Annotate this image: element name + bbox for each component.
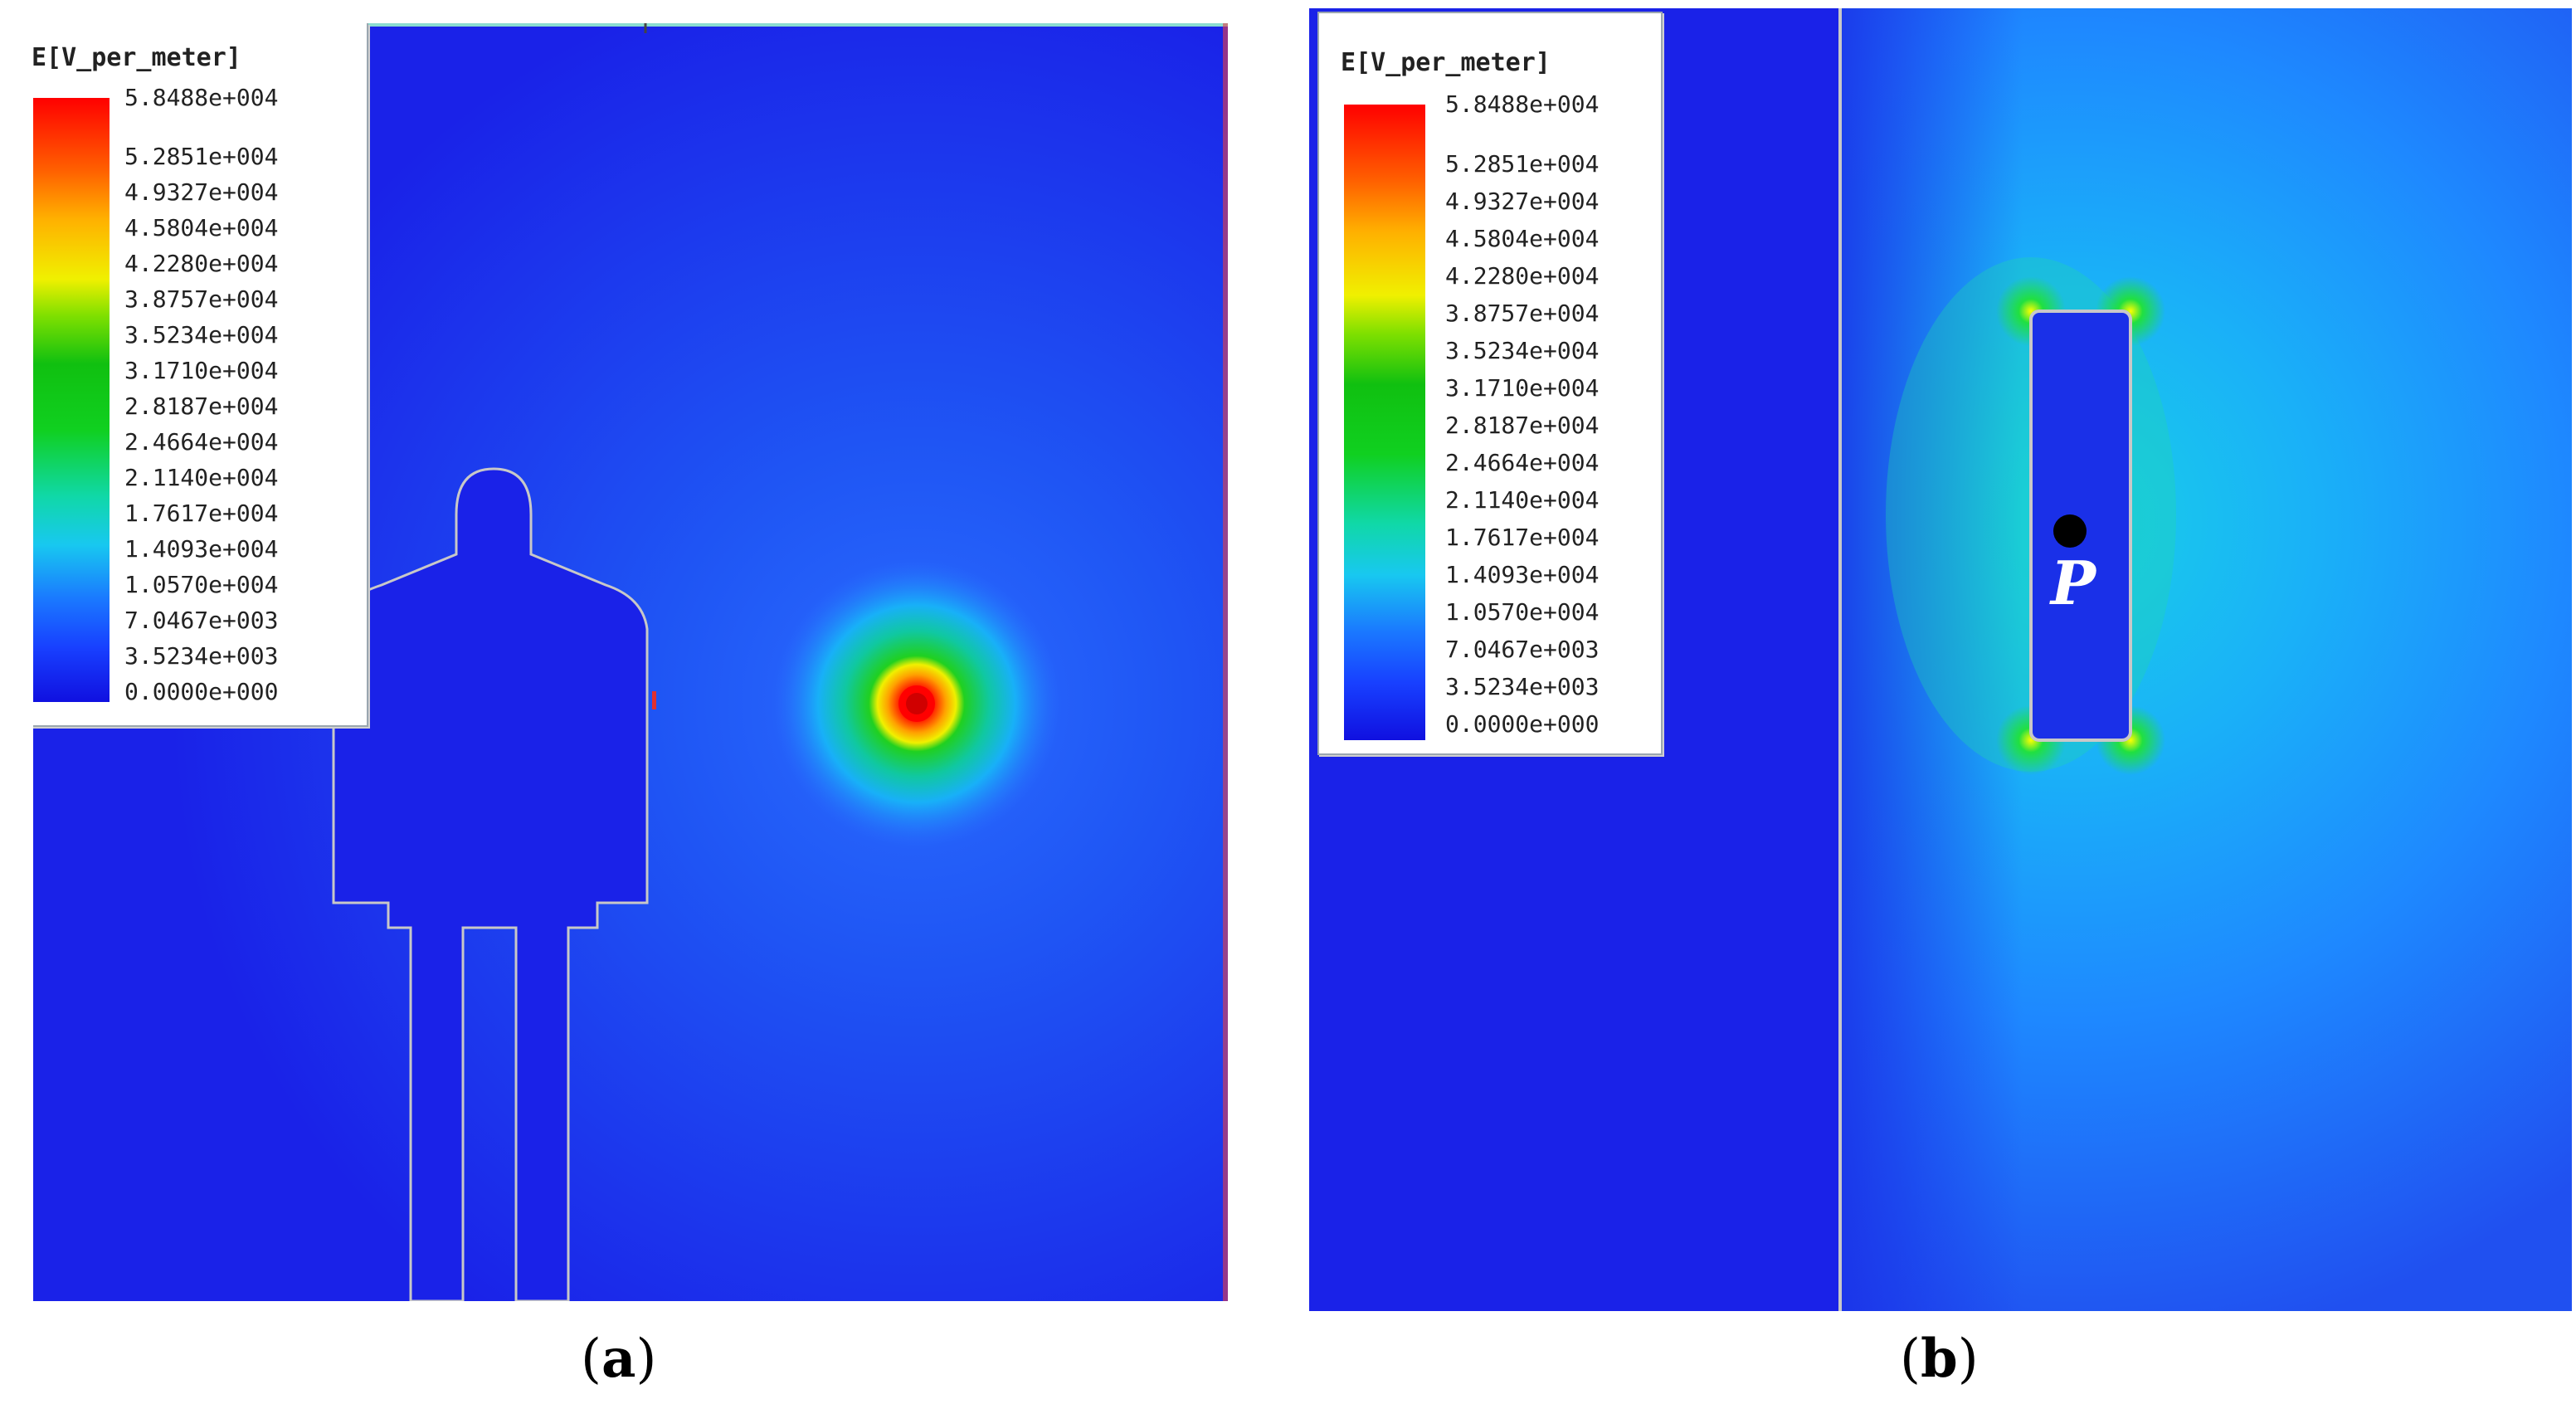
legend-value: 7.0467e+003 [1445, 636, 1600, 663]
colorbar-a [33, 98, 110, 702]
legend-value: 1.0570e+004 [124, 571, 279, 598]
legend-title-b: E[V_per_meter] [1341, 48, 1551, 77]
legend-value: 3.8757e+004 [1445, 300, 1600, 327]
legend-value: 5.2851e+004 [124, 143, 279, 170]
legend-value: 3.1710e+004 [124, 357, 279, 384]
legend-value: 3.1710e+004 [1445, 374, 1600, 402]
legend-value: 2.4664e+004 [124, 428, 279, 456]
legend-value: 7.0467e+003 [124, 607, 279, 634]
colorbar-b [1344, 105, 1425, 740]
panel-a-field-map: E[V_per_meter] 5.8488e+004 5.2851e+004 4… [33, 23, 1228, 1301]
figure-label-a: (a) [581, 1328, 657, 1390]
panel-b-field-map: P E[V_per_meter] 5.8488e+004 5.2851e+004… [1309, 8, 2572, 1311]
legend-value: 2.1140e+004 [124, 464, 279, 491]
legend-value: 4.2280e+004 [124, 250, 279, 277]
color-legend-a: E[V_per_meter] 5.8488e+004 5.2851e+004 4… [33, 23, 368, 727]
color-legend-b: E[V_per_meter] 5.8488e+004 5.2851e+004 4… [1317, 12, 1663, 755]
legend-value: 3.5234e+003 [1445, 673, 1600, 700]
legend-value: 4.9327e+004 [1445, 188, 1600, 215]
legend-value: 5.8488e+004 [1445, 90, 1600, 118]
legend-value: 5.8488e+004 [124, 84, 279, 111]
legend-value: 4.9327e+004 [124, 178, 279, 206]
legend-value: 0.0000e+000 [124, 678, 279, 705]
legend-value: 2.4664e+004 [1445, 449, 1600, 476]
figure-label-b-letter: b [1920, 1328, 1958, 1390]
legend-title-a: E[V_per_meter] [33, 43, 241, 72]
legend-value: 3.5234e+004 [1445, 337, 1600, 364]
legend-value: 1.7617e+004 [1445, 524, 1600, 551]
figure-label-b: (b) [1900, 1328, 1979, 1390]
legend-value: 3.5234e+004 [124, 321, 279, 349]
figure-label-a-letter: a [601, 1328, 636, 1390]
legend-value: 4.2280e+004 [1445, 262, 1600, 290]
legend-value: 0.0000e+000 [1445, 710, 1600, 738]
legend-value: 3.8757e+004 [124, 285, 279, 313]
legend-value: 2.1140e+004 [1445, 486, 1600, 514]
legend-value: 1.7617e+004 [124, 500, 279, 527]
legend-value: 2.8187e+004 [1445, 412, 1600, 439]
point-p-marker [2053, 514, 2087, 548]
legend-value: 1.4093e+004 [1445, 561, 1600, 588]
legend-value: 5.2851e+004 [1445, 150, 1600, 178]
legend-value: 4.5804e+004 [124, 214, 279, 241]
legend-value: 1.4093e+004 [124, 535, 279, 563]
legend-value: 4.5804e+004 [1445, 225, 1600, 252]
point-p-label: P [2049, 548, 2097, 618]
legend-value: 1.0570e+004 [1445, 598, 1600, 626]
legend-value: 3.5234e+003 [124, 642, 279, 670]
legend-value: 2.8187e+004 [124, 392, 279, 420]
